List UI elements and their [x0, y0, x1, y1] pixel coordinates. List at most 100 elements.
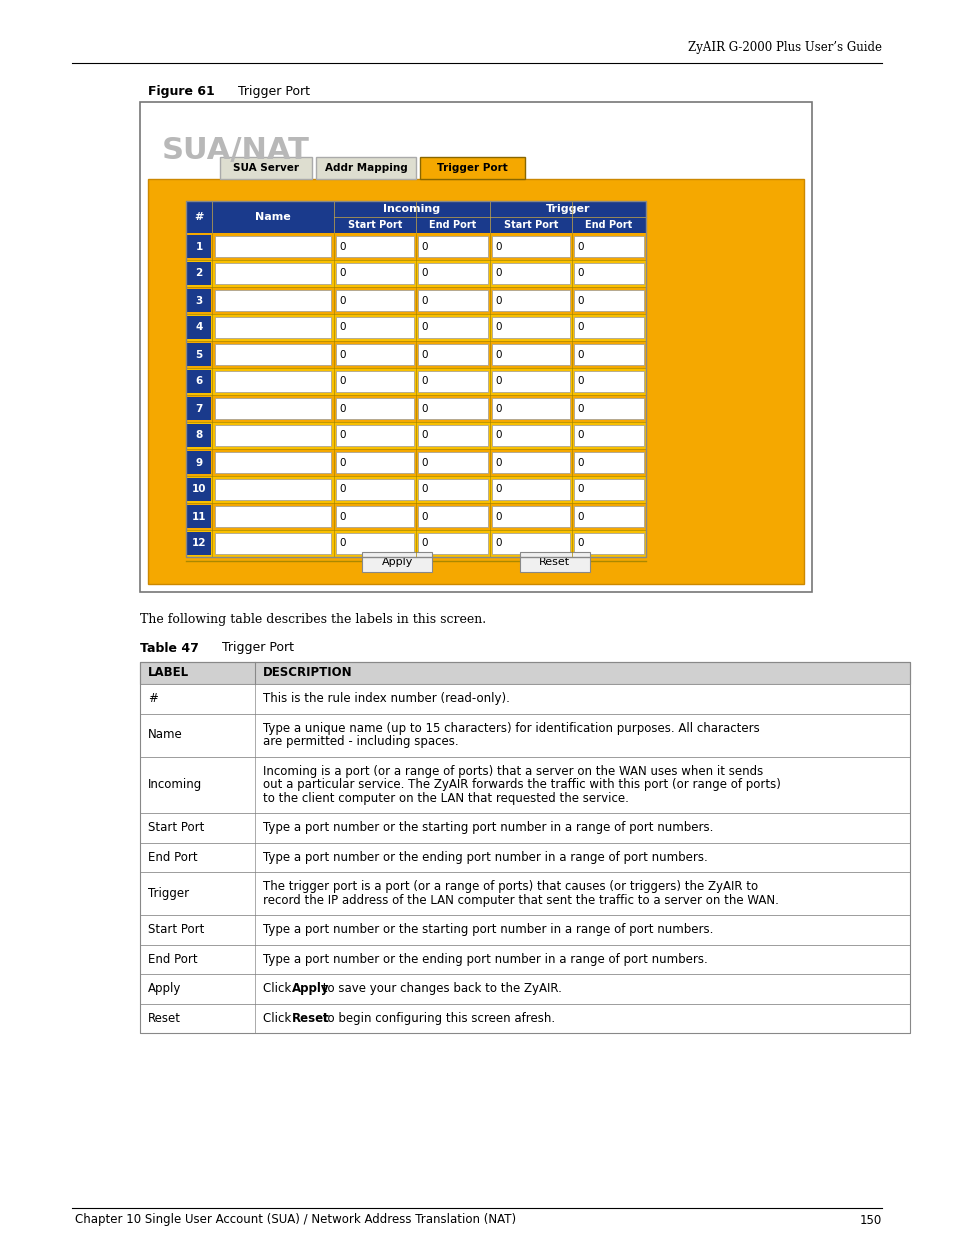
Bar [187, 316, 211, 338]
Bar [187, 262, 211, 285]
Bar [148, 179, 803, 584]
Text: 0: 0 [495, 295, 501, 305]
Bar [335, 263, 414, 284]
Text: 11: 11 [192, 511, 206, 521]
Bar [220, 157, 312, 179]
Text: 0: 0 [420, 322, 427, 332]
Bar [574, 263, 643, 284]
Text: 0: 0 [420, 377, 427, 387]
Bar [417, 425, 488, 446]
Bar [417, 290, 488, 311]
Bar [417, 398, 488, 419]
Text: 1: 1 [195, 242, 202, 252]
Text: Type a port number or the starting port number in a range of port numbers.: Type a port number or the starting port … [263, 821, 713, 835]
Text: 0: 0 [577, 511, 583, 521]
Bar [214, 370, 331, 391]
Text: Trigger: Trigger [148, 887, 189, 900]
Text: 0: 0 [577, 268, 583, 279]
Text: Incoming is a port (or a range of ports) that a server on the WAN uses when it s: Incoming is a port (or a range of ports)… [263, 764, 762, 778]
Bar [140, 662, 909, 1032]
Bar [187, 289, 211, 312]
Bar [492, 534, 569, 555]
Text: Addr Mapping: Addr Mapping [324, 163, 407, 173]
Text: 4: 4 [195, 322, 202, 332]
Bar [214, 236, 331, 257]
Text: 0: 0 [420, 350, 427, 359]
Bar [187, 505, 211, 529]
Bar [214, 263, 331, 284]
Bar [186, 503, 645, 530]
Text: 0: 0 [495, 268, 501, 279]
Text: Type a port number or the ending port number in a range of port numbers.: Type a port number or the ending port nu… [263, 952, 707, 966]
Text: 0: 0 [338, 404, 345, 414]
Bar [335, 398, 414, 419]
Text: 0: 0 [577, 242, 583, 252]
Text: 0: 0 [338, 322, 345, 332]
Bar [187, 478, 211, 501]
Bar [492, 263, 569, 284]
Bar [574, 236, 643, 257]
Bar [492, 370, 569, 391]
Bar [186, 450, 645, 475]
Text: Start Port: Start Port [148, 821, 204, 835]
Text: This is the rule index number (read-only).: This is the rule index number (read-only… [263, 693, 509, 705]
Text: 0: 0 [495, 457, 501, 468]
Text: Table 47: Table 47 [140, 641, 198, 655]
Bar [492, 290, 569, 311]
Text: 0: 0 [420, 538, 427, 548]
Bar [140, 714, 909, 757]
Bar [574, 506, 643, 527]
Bar [140, 757, 909, 813]
Bar [492, 506, 569, 527]
Bar [335, 370, 414, 391]
Text: Reset: Reset [292, 1011, 330, 1025]
Bar [186, 287, 645, 314]
Bar [214, 479, 331, 500]
Bar [187, 451, 211, 474]
Bar [140, 974, 909, 1004]
Bar [315, 157, 416, 179]
Text: 0: 0 [577, 538, 583, 548]
Text: SUA/NAT: SUA/NAT [162, 136, 310, 164]
Text: 0: 0 [577, 322, 583, 332]
Bar [335, 452, 414, 473]
Text: 0: 0 [577, 404, 583, 414]
Bar [186, 475, 645, 503]
Text: 0: 0 [338, 295, 345, 305]
Text: Type a port number or the starting port number in a range of port numbers.: Type a port number or the starting port … [263, 924, 713, 936]
Bar [574, 479, 643, 500]
Bar [140, 1004, 909, 1032]
Text: 0: 0 [495, 511, 501, 521]
Bar [187, 370, 211, 393]
Bar [417, 317, 488, 338]
Bar [187, 343, 211, 366]
Bar [417, 452, 488, 473]
Text: 0: 0 [338, 242, 345, 252]
Text: Start Port: Start Port [503, 220, 558, 230]
Text: End Port: End Port [148, 851, 197, 863]
Bar [140, 103, 811, 592]
Text: 2: 2 [195, 268, 202, 279]
Bar [574, 290, 643, 311]
Text: 8: 8 [195, 431, 202, 441]
Text: 0: 0 [495, 538, 501, 548]
Text: Name: Name [254, 212, 291, 222]
Text: 0: 0 [338, 377, 345, 387]
Text: DESCRIPTION: DESCRIPTION [263, 667, 353, 679]
Bar [574, 452, 643, 473]
Text: 10: 10 [192, 484, 206, 494]
Bar [492, 479, 569, 500]
Bar [140, 945, 909, 974]
Text: 0: 0 [495, 431, 501, 441]
Text: to begin configuring this screen afresh.: to begin configuring this screen afresh. [318, 1011, 554, 1025]
Text: Incoming: Incoming [148, 778, 202, 792]
Text: 0: 0 [420, 295, 427, 305]
Bar [417, 236, 488, 257]
Bar [417, 534, 488, 555]
Text: 0: 0 [420, 268, 427, 279]
Bar [417, 370, 488, 391]
Bar [417, 345, 488, 366]
Bar [574, 370, 643, 391]
Text: End Port: End Port [429, 220, 476, 230]
Bar [214, 345, 331, 366]
